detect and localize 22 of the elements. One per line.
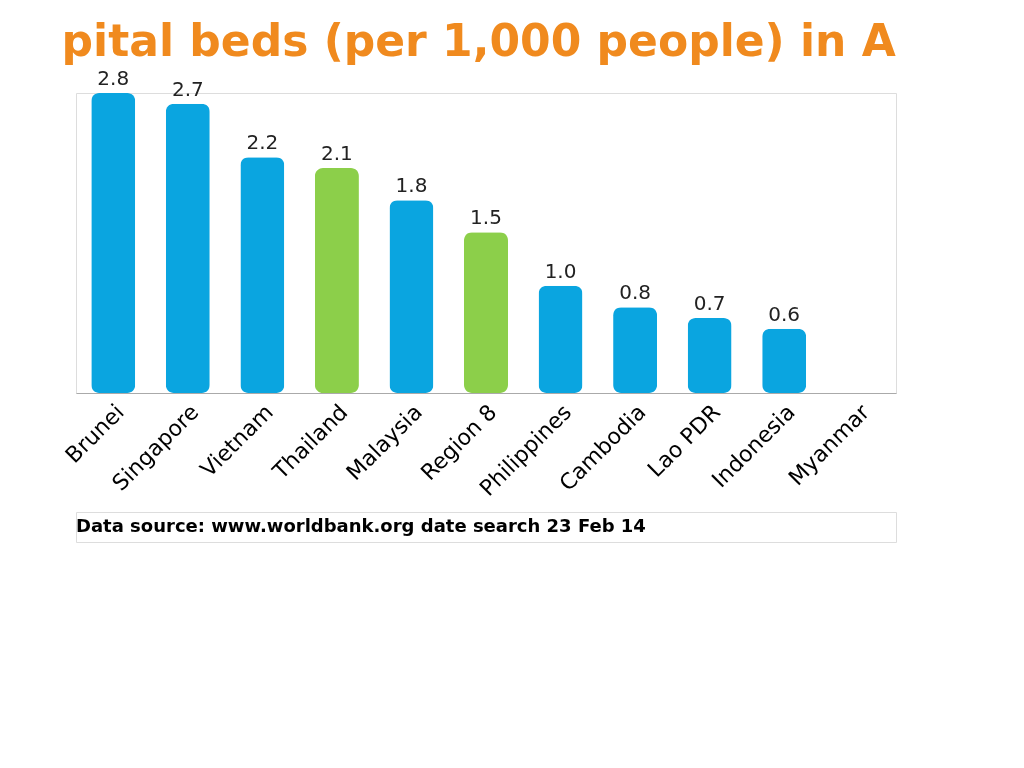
data-label: 0.6 (768, 301, 801, 326)
bar (538, 285, 583, 393)
source-note: Data source: www.worldbank.org date search 23 Feb 14 (76, 515, 646, 536)
data-label: 2.2 (246, 130, 279, 155)
data-label: 0.8 (619, 280, 651, 305)
bar (613, 307, 658, 393)
bar (165, 103, 210, 393)
chart-title: pital beds (per 1,000 people) in A (61, 14, 896, 66)
bar (240, 157, 285, 393)
data-label: 2.8 (97, 66, 130, 90)
bar (464, 232, 508, 393)
data-label: 0.7 (693, 291, 726, 315)
data-label: 1.5 (470, 205, 502, 230)
bar (389, 200, 434, 393)
bar (687, 318, 732, 393)
bar (314, 168, 359, 393)
data-label: 2.1 (321, 141, 353, 165)
data-label: 1.8 (395, 173, 428, 198)
data-label: 2.7 (171, 76, 204, 101)
data-label: 1.0 (544, 258, 577, 283)
bar (91, 93, 136, 393)
bar (762, 328, 807, 393)
